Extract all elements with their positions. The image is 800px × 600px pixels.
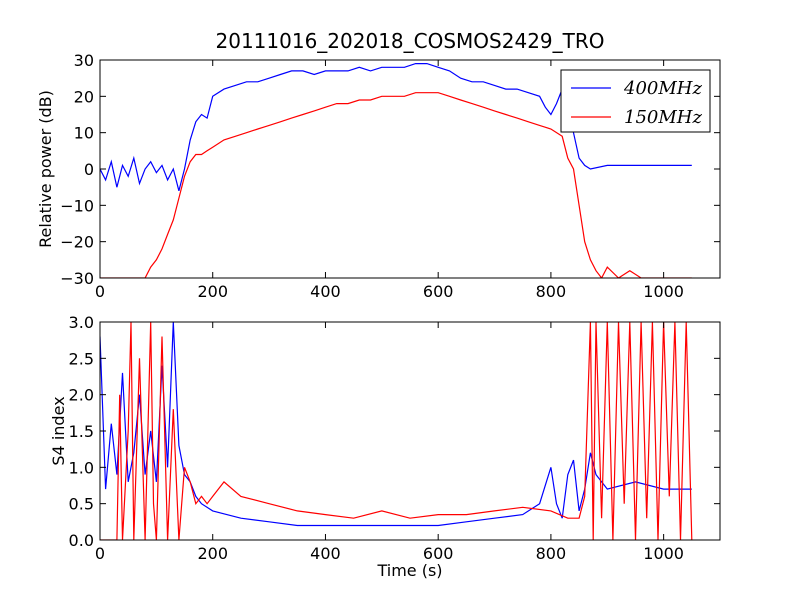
y-tick-label: 0 (84, 160, 94, 179)
y-tick-label: 30 (74, 51, 94, 70)
power-plot-ticks: 0 200 400 600 800 1000 −30 −20 −10 0 10 20 30 (60, 51, 720, 301)
x-tick-label: 600 (423, 544, 454, 563)
y-tick-label: −30 (60, 269, 94, 288)
y-tick-label: 2.5 (69, 349, 94, 368)
power-plot-area (100, 62, 692, 278)
legend-box (560, 69, 711, 133)
legend: 400MHz 150MHz (560, 69, 711, 133)
x-tick-label: 800 (536, 282, 567, 301)
x-tick-label: 400 (310, 282, 341, 301)
x-tick-label: 200 (197, 544, 228, 563)
power-ylabel: Relative power (dB) (36, 90, 55, 248)
figure-title: 20111016_202018_COSMOS2429_TRO (216, 29, 605, 53)
x-tick-label: 1000 (643, 544, 684, 563)
x-tick-label: 0 (95, 544, 105, 563)
y-tick-label: −20 (60, 233, 94, 252)
y-tick-label: 0.5 (69, 495, 94, 514)
x-tick-label: 600 (423, 282, 454, 301)
legend-label-150mhz: 150MHz (624, 107, 702, 128)
s4-plot: 0 200 400 600 800 1000 0.0 0.5 1.0 1.5 2.0 2.5 3.0 S… (49, 313, 721, 580)
y-tick-label: 10 (74, 124, 94, 143)
series-line-400mhz (100, 62, 692, 191)
x-tick-label: 1000 (643, 282, 684, 301)
y-tick-label: 20 (74, 87, 94, 106)
s4-xlabel: Time (s) (376, 561, 442, 580)
x-tick-label: 200 (197, 282, 228, 301)
power-plot: 0 200 400 600 800 1000 −30 −20 −10 0 10 20 30 Relati… (36, 51, 721, 301)
y-tick-label: 1.5 (69, 422, 94, 441)
y-tick-label: −10 (60, 196, 94, 215)
legend-label-400mhz: 400MHz (623, 78, 702, 99)
s4-plot-ticks: 0 200 400 600 800 1000 0.0 0.5 1.0 1.5 2.0 2.5 3.0 (69, 313, 720, 563)
y-tick-label: 1.0 (69, 458, 94, 477)
x-tick-label: 400 (310, 544, 341, 563)
s4-ylabel: S4 index (49, 396, 68, 465)
series-line-150mhz (100, 92, 692, 278)
x-tick-label: 800 (536, 544, 567, 563)
s4-plot-area (100, 322, 693, 540)
s4-series-lines (100, 322, 693, 540)
y-tick-label: 0.0 (69, 531, 94, 550)
power-series-lines (100, 62, 692, 278)
y-tick-label: 3.0 (69, 313, 94, 332)
y-tick-label: 2.0 (69, 386, 94, 405)
series-line-150mhz (100, 322, 693, 540)
x-tick-label: 0 (95, 282, 105, 301)
